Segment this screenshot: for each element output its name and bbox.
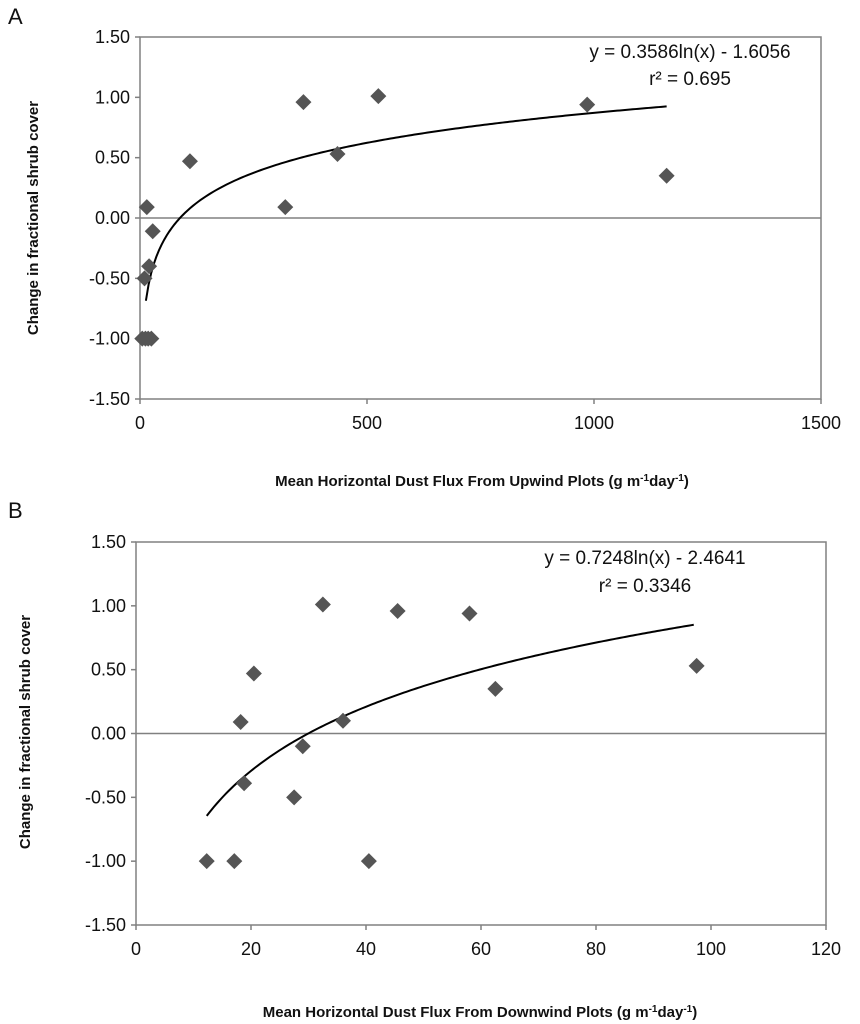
data-point	[141, 258, 158, 275]
x-tick-label: 100	[696, 939, 726, 959]
data-point	[314, 596, 331, 613]
x-tick-label: 0	[131, 939, 141, 959]
scatter-chart-b: 1.50 1.00 0.50 0.00 -0.50 -1.00 -1.500 20 40 60 80…	[17, 532, 841, 1022]
y-tick-label: 0.00	[95, 208, 130, 228]
panel-letter-a: A	[8, 4, 23, 29]
y-tick-label: -1.50	[85, 915, 126, 935]
data-point	[370, 88, 387, 105]
data-point	[198, 853, 215, 870]
x-tick-label: 40	[356, 939, 376, 959]
y-tick-label: 1.50	[95, 27, 130, 47]
data-point	[329, 146, 346, 163]
data-point	[277, 199, 294, 216]
data-point	[232, 714, 249, 731]
data-point	[360, 853, 377, 870]
data-point	[579, 96, 596, 113]
x-axis-title: Mean Horizontal Dust Flux From Upwind Pl…	[275, 473, 689, 491]
y-tick-label: 1.50	[91, 532, 126, 552]
y-axis-title: Change in fractional shrub cover	[25, 101, 42, 335]
scatter-chart-a: 1.50 1.00 0.50 0.00 -0.50 -1.00 -1.500 500 1000 1…	[25, 27, 841, 491]
x-tick-label: 60	[471, 939, 491, 959]
trend-equation: y = 0.3586ln(x) - 1.6056	[589, 42, 790, 63]
trend-equation: y = 0.7248ln(x) - 2.4641	[544, 548, 745, 569]
data-point	[245, 665, 262, 682]
x-tick-label: 20	[241, 939, 261, 959]
y-tick-label: -1.00	[89, 329, 130, 349]
x-tick-label: 500	[352, 413, 382, 433]
chart-panel-b: B 1.50 1.00 0.50 0.00 -0.50 -1.00 -1.50 0 20 40 60…	[0, 498, 860, 1024]
data-point	[226, 853, 243, 870]
chart-panel-a: A 1.50 1.00 0.50 0.00 -0.50 -1.00 -1.50 0 500 100…	[8, 4, 841, 491]
data-point	[144, 223, 161, 240]
x-tick-label: 120	[811, 939, 841, 959]
data-point	[658, 167, 675, 184]
r-squared-label: r² = 0.695	[649, 69, 731, 90]
y-tick-label: 0.50	[91, 660, 126, 680]
trend-line	[205, 623, 694, 817]
y-tick-label: 1.00	[91, 596, 126, 616]
y-tick-label: -1.50	[89, 389, 130, 409]
y-tick-label: 1.00	[95, 87, 130, 107]
r-squared-label: r² = 0.3346	[599, 576, 691, 597]
x-tick-label: 1000	[574, 413, 614, 433]
data-point	[236, 775, 253, 792]
data-point	[181, 153, 198, 170]
data-point	[136, 270, 153, 287]
x-axis-title: Mean Horizontal Dust Flux From Downwind …	[263, 1004, 698, 1022]
data-point	[688, 657, 705, 674]
x-tick-label: 1500	[801, 413, 841, 433]
trend-line	[144, 105, 667, 301]
panel-letter-b: B	[8, 498, 23, 523]
data-point	[295, 94, 312, 111]
y-tick-label: 0.00	[91, 724, 126, 744]
y-tick-label: 0.50	[95, 148, 130, 168]
data-point	[294, 738, 311, 755]
data-point	[461, 605, 478, 622]
data-point	[389, 602, 406, 619]
y-tick-label: -0.50	[89, 268, 130, 288]
y-axis-title: Change in fractional shrub cover	[17, 615, 34, 849]
data-point	[335, 712, 351, 729]
data-point	[286, 789, 303, 806]
x-tick-label: 80	[586, 939, 606, 959]
y-tick-label: -0.50	[85, 787, 126, 807]
data-point	[487, 680, 504, 697]
y-tick-label: -1.00	[85, 851, 126, 871]
data-point	[143, 330, 160, 347]
x-tick-label: 0	[135, 413, 145, 433]
data-point	[138, 199, 155, 216]
